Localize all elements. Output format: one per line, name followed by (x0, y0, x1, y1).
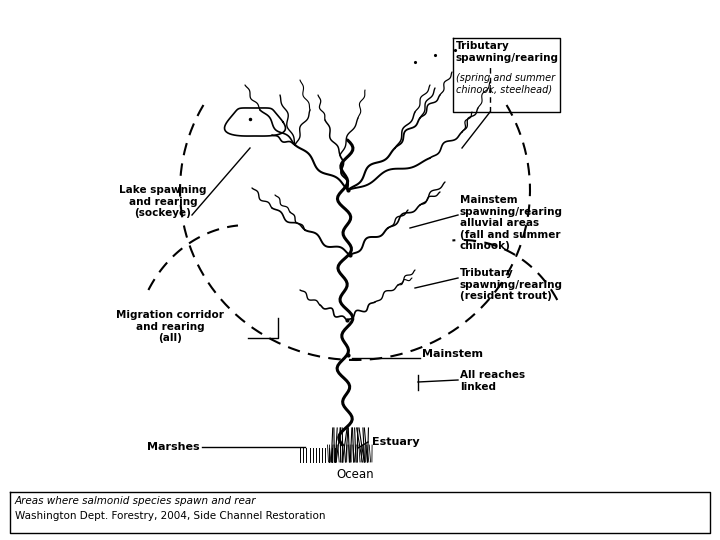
Text: Mainstem
spawning/rearing
alluvial areas
(fall and summer
chinook): Mainstem spawning/rearing alluvial areas… (460, 195, 563, 252)
Text: Areas where salmonid species spawn and rear: Areas where salmonid species spawn and r… (15, 496, 256, 506)
Text: (spring and summer
chinook, steelhead): (spring and summer chinook, steelhead) (456, 73, 555, 94)
Text: Lake spawning
and rearing
(sockeye): Lake spawning and rearing (sockeye) (120, 185, 207, 218)
Text: Mainstem: Mainstem (422, 349, 483, 359)
Text: Ocean: Ocean (336, 468, 374, 481)
Text: Tributary
spawning/rearing: Tributary spawning/rearing (456, 41, 559, 63)
Text: Migration corridor
and rearing
(all): Migration corridor and rearing (all) (116, 310, 224, 343)
Text: Tributary
spawning/rearing
(resident trout): Tributary spawning/rearing (resident tro… (460, 268, 563, 301)
Text: Marshes: Marshes (148, 442, 200, 452)
Text: All reaches
linked: All reaches linked (460, 370, 525, 392)
Text: Estuary: Estuary (372, 437, 420, 447)
Text: Washington Dept. Forestry, 2004, Side Channel Restoration: Washington Dept. Forestry, 2004, Side Ch… (15, 511, 325, 521)
